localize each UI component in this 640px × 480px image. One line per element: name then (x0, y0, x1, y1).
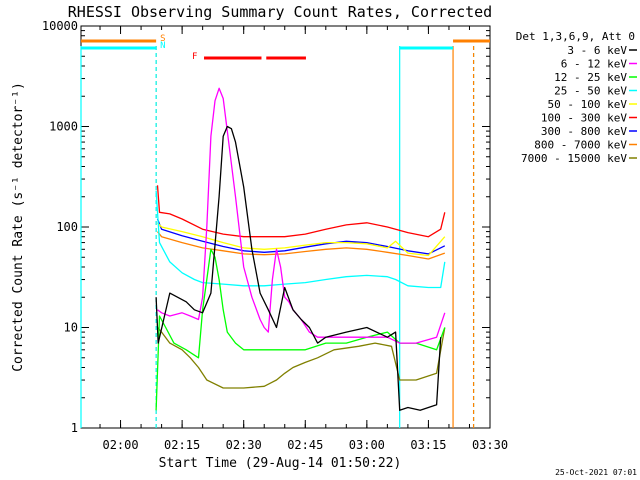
series-line-800-7000-kev (156, 231, 446, 260)
legend-entry-label: 300 - 800 keV (541, 125, 627, 138)
series-line-300-800-kev (156, 218, 446, 255)
state-label-n: N (160, 41, 165, 51)
plot-frame (80, 25, 491, 429)
series-line-3-6-kev (155, 125, 442, 411)
series-layer (80, 46, 475, 428)
legend-entry-label: 6 - 12 keV (561, 58, 628, 71)
legend-entry-label: 12 - 25 keV (554, 71, 627, 84)
legend-entry-label: 800 - 7000 keV (534, 139, 627, 152)
x-tick-label: 03:00 (349, 438, 385, 452)
series-line-25-50-kev (155, 190, 446, 289)
x-tick-label: 03:30 (472, 438, 508, 452)
series-line-100-300-kev (156, 185, 446, 238)
y-tick-label: 1 (71, 421, 78, 435)
x-tick-label: 03:15 (410, 438, 446, 452)
y-tick-label: 1000 (49, 120, 78, 134)
chart-title: RHESSI Observing Summary Count Rates, Co… (68, 3, 492, 21)
y-axis-label: Corrected Count Rate (s⁻¹ detector⁻¹) (11, 82, 26, 372)
x-tick-label: 02:45 (287, 438, 323, 452)
generation-timestamp: 25-Oct-2021 07:01 (555, 468, 637, 477)
series-line-12-25-kev (155, 248, 446, 411)
y-tick-label: 10 (64, 321, 78, 335)
x-axis-label: Start Time (29-Aug-14 01:50:22) (159, 456, 402, 471)
legend-entry-label: 100 - 300 keV (541, 112, 627, 125)
y-tick-label: 10000 (42, 19, 78, 33)
legend-entry-label: 3 - 6 keV (567, 44, 627, 57)
state-label-f: F (192, 52, 197, 62)
series-line-6-12-kev (157, 87, 446, 344)
series-line-50-100-kev (157, 222, 446, 257)
x-tick-label: 02:00 (102, 438, 138, 452)
state-label-s: S (160, 34, 165, 44)
legend-entry-label: 25 - 50 keV (554, 85, 627, 98)
state-markers: SN F (81, 34, 490, 62)
legend-title: Det 1,3,6,9, Att 0 (516, 30, 635, 43)
series-line-7000-15000-kev (157, 327, 446, 389)
x-tick-label: 02:30 (226, 438, 262, 452)
y-tick-label: 100 (56, 220, 78, 234)
x-axis-ticks: 02:00 02:15 02:30 02:45 03:00 03:15 03:30 (99, 26, 508, 452)
x-tick-label: 02:15 (164, 438, 200, 452)
legend-entry-label: 7000 - 15000 keV (521, 152, 627, 165)
y-axis-ticks: 1 10 100 1000 10000 (42, 19, 490, 435)
legend-entry-label: 50 - 100 keV (548, 98, 628, 111)
